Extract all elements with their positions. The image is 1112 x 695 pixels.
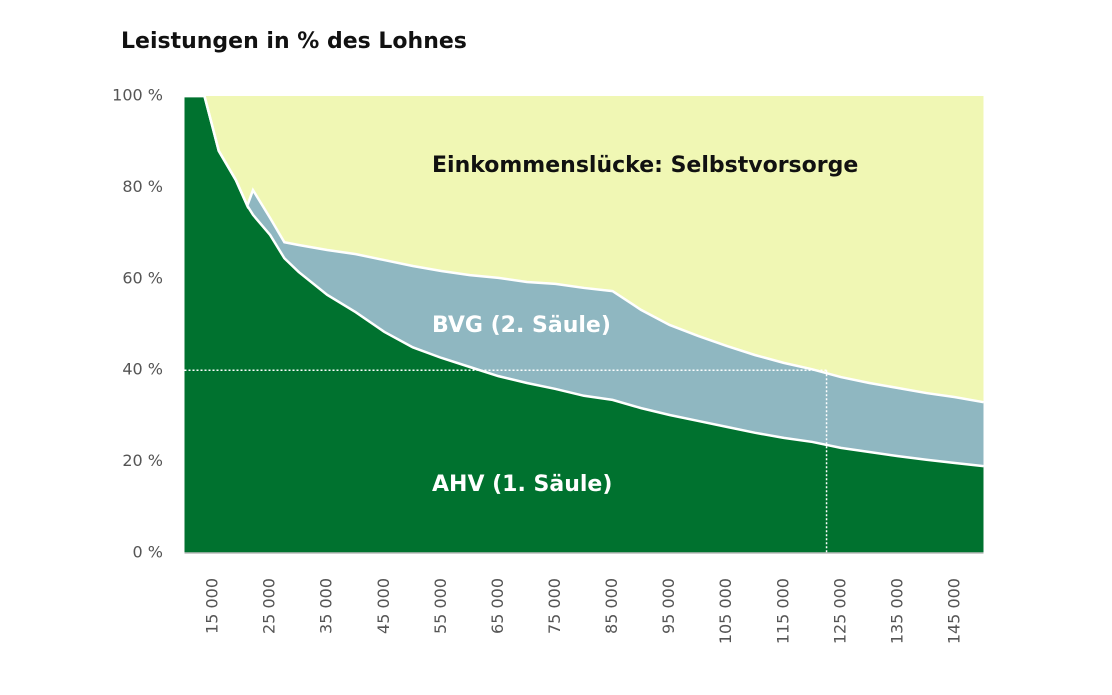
area xyxy=(184,96,984,403)
x-tick-label: 85 000 xyxy=(602,578,621,634)
x-tick-label: 35 000 xyxy=(317,578,336,634)
x-tick-label: 15 000 xyxy=(203,578,222,634)
y-tick-label: 80 % xyxy=(122,177,163,196)
y-tick-label: 20 % xyxy=(122,451,163,470)
series-label: AHV (1. Säule) xyxy=(432,472,612,497)
area-edge xyxy=(184,94,984,404)
series-label: Einkommenslücke: Selbstvorsorge xyxy=(432,153,858,178)
x-tick-label: 55 000 xyxy=(431,578,450,634)
x-tick-label: 115 000 xyxy=(773,578,792,644)
x-tick-label: 65 000 xyxy=(488,578,507,634)
x-tick-label: 75 000 xyxy=(545,578,564,634)
x-tick-label: 95 000 xyxy=(659,578,678,634)
y-tick-label: 0 % xyxy=(133,543,163,562)
x-tick-label: 135 000 xyxy=(887,578,906,644)
area xyxy=(184,96,984,467)
y-tick-label: 60 % xyxy=(122,268,163,287)
x-tick-label: 145 000 xyxy=(944,578,963,644)
chart-title: Leistungen in % des Lohnes xyxy=(121,29,467,54)
plot-area xyxy=(184,94,984,553)
area-edge xyxy=(184,94,984,468)
x-tick-label: 105 000 xyxy=(716,578,735,644)
y-tick-label: 40 % xyxy=(122,360,163,379)
x-tick-label: 25 000 xyxy=(260,578,279,634)
x-tick-label: 125 000 xyxy=(830,578,849,644)
series-label: BVG (2. Säule) xyxy=(432,313,611,338)
y-tick-label: 100 % xyxy=(112,86,163,105)
x-tick-label: 45 000 xyxy=(374,578,393,634)
overlay: 0 % 20 % 40 % 60 % 80 % 100 % 15 000 25 000 35 0… xyxy=(112,86,984,644)
